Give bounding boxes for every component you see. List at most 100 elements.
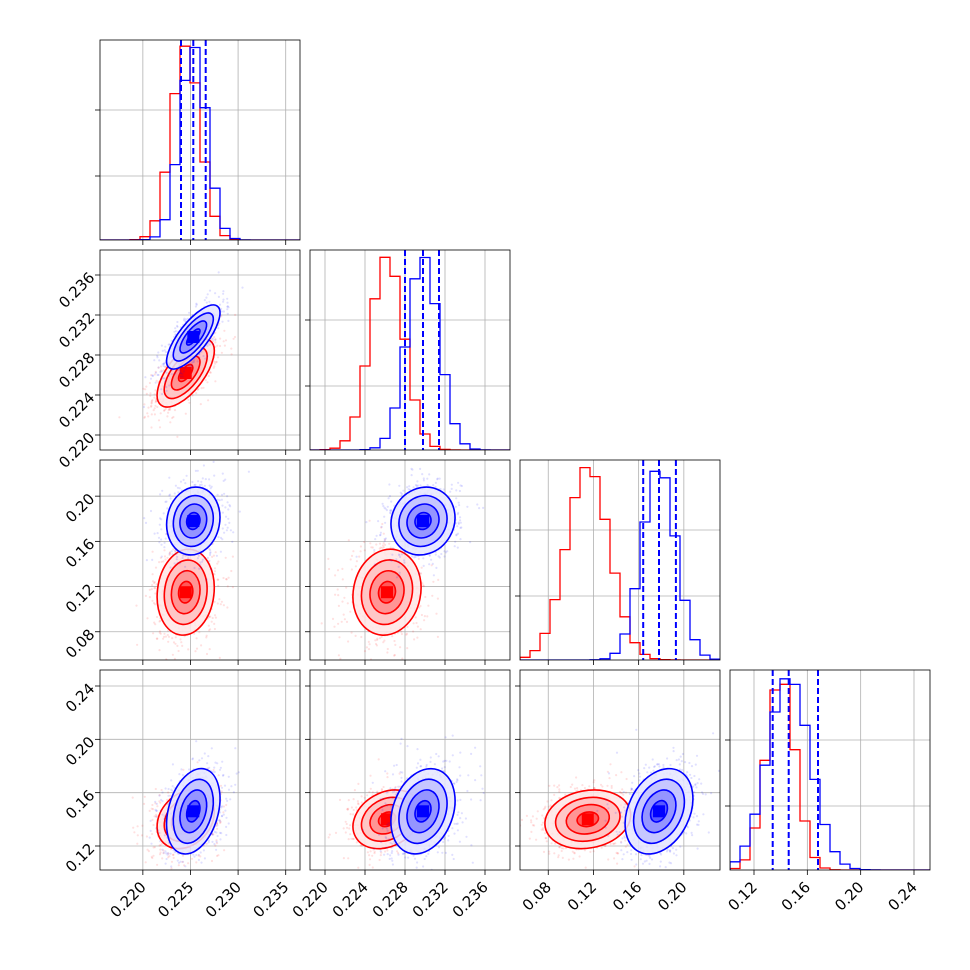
scatter-point — [170, 550, 173, 553]
scatter-point — [213, 336, 216, 339]
scatter-point — [382, 546, 385, 549]
scatter-point — [331, 617, 335, 621]
scatter-point — [151, 584, 154, 587]
scatter-point — [173, 492, 176, 495]
scatter-point — [197, 480, 200, 483]
scatter-point — [216, 344, 219, 347]
scatter-point — [383, 506, 386, 509]
scatter-point — [186, 662, 188, 664]
scatter-point — [213, 627, 216, 631]
scatter-point — [214, 551, 217, 554]
scatter-point — [411, 555, 414, 558]
scatter-point — [182, 370, 186, 373]
scatter-point — [154, 381, 157, 384]
scatter-point — [168, 493, 172, 496]
scatter-point — [222, 604, 225, 607]
scatter-point — [207, 624, 210, 627]
scatter-point — [394, 643, 397, 647]
scatter-point — [352, 550, 355, 553]
scatter-point — [191, 361, 194, 364]
scatter-point — [155, 637, 158, 640]
scatter-point — [422, 585, 425, 588]
scatter-point — [459, 484, 462, 487]
panel-background — [520, 460, 720, 660]
scatter-point — [151, 550, 154, 553]
scatter-point — [349, 610, 352, 613]
scatter-point — [410, 474, 413, 477]
scatter-point — [223, 531, 226, 534]
scatter-point — [434, 485, 437, 489]
scatter-point — [214, 331, 217, 334]
contour-line — [352, 548, 422, 636]
scatter-point — [162, 369, 165, 372]
scatter-point — [171, 416, 174, 420]
scatter-point — [365, 646, 368, 649]
scatter-point — [160, 538, 163, 541]
scatter-point — [151, 803, 154, 807]
scatter-point — [397, 553, 400, 556]
scatter-point — [223, 344, 226, 347]
scatter-point — [159, 843, 162, 847]
scatter-point — [454, 540, 457, 543]
scatter-point — [402, 559, 406, 562]
scatter-point — [469, 541, 472, 544]
scatter-point — [150, 413, 153, 416]
contour-line — [177, 580, 194, 604]
scatter-point — [390, 559, 393, 563]
scatter-point — [406, 625, 409, 629]
scatter-point — [155, 813, 158, 816]
scatter-point — [407, 488, 410, 491]
scatter-point — [455, 497, 458, 500]
scatter-point — [156, 532, 159, 535]
scatter-point — [383, 539, 386, 543]
scatter-point — [153, 407, 156, 410]
scatter-point — [166, 507, 169, 510]
scatter-point — [184, 412, 187, 415]
scatter-point — [345, 586, 348, 589]
scatter-point — [145, 559, 148, 562]
scatter-point — [207, 399, 210, 402]
scatter-point — [355, 560, 358, 563]
scatter-point — [389, 512, 392, 515]
scatter-point — [200, 483, 203, 486]
scatter-point — [337, 594, 340, 597]
scatter-point — [160, 369, 163, 372]
scatter-point — [158, 853, 162, 856]
scatter-point — [198, 631, 201, 634]
scatter-point — [225, 803, 228, 807]
scatter-point — [169, 566, 172, 569]
scatter-point — [209, 628, 212, 631]
scatter-point — [230, 353, 233, 356]
panel-0-0 — [100, 40, 300, 240]
scatter-point — [187, 648, 190, 651]
scatter-point — [195, 392, 198, 395]
scatter-point — [443, 550, 446, 553]
scatter-point — [337, 604, 340, 608]
scatter-point — [336, 569, 340, 572]
scatter-point — [152, 823, 155, 827]
scatter-point — [225, 578, 228, 581]
scatter-point — [164, 407, 167, 410]
scatter-point — [341, 567, 344, 571]
scatter-point — [183, 864, 186, 867]
scatter-point — [184, 318, 188, 321]
scatter-point — [224, 339, 228, 342]
density-peak — [381, 586, 393, 599]
scatter-point — [199, 561, 202, 564]
scatter-point — [343, 596, 346, 599]
scatter-point — [422, 564, 425, 568]
scatter-point — [176, 486, 179, 489]
scatter-point — [385, 509, 388, 512]
scatter-point — [202, 464, 205, 467]
scatter-point — [400, 494, 403, 497]
scatter-point — [340, 620, 343, 623]
scatter-point — [247, 470, 250, 473]
scatter-point — [216, 356, 220, 359]
scatter-point — [165, 389, 168, 392]
scatter-point — [194, 305, 197, 308]
scatter-point — [426, 483, 429, 487]
scatter-point — [219, 784, 223, 787]
scatter-point — [205, 652, 209, 656]
contour-line — [414, 511, 432, 531]
scatter-point — [455, 489, 458, 492]
